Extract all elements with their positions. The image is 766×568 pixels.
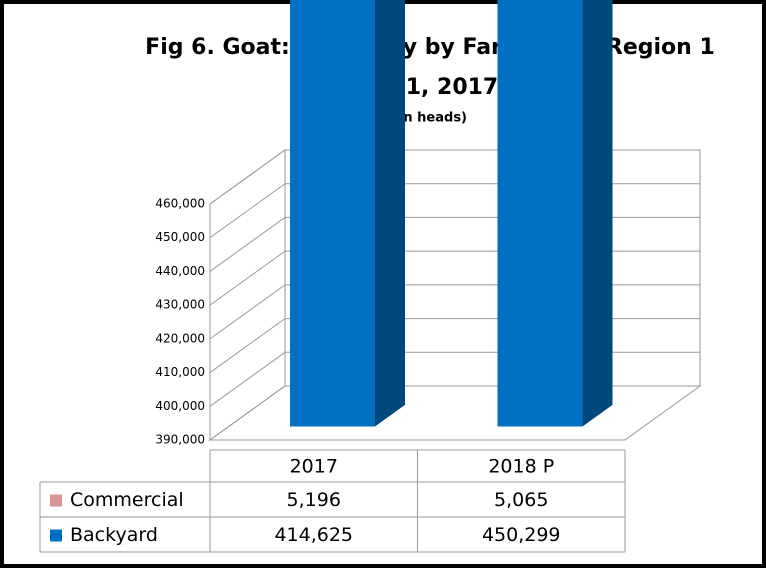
y-tick-label: 390,000 bbox=[155, 433, 205, 447]
legend-label: Backyard bbox=[70, 524, 158, 546]
table-value: 5,196 bbox=[287, 489, 341, 511]
y-tick-label: 460,000 bbox=[155, 197, 205, 211]
unit-note: (in heads) bbox=[393, 111, 467, 126]
table-value: 5,065 bbox=[494, 489, 548, 511]
table-value: 450,299 bbox=[482, 524, 561, 546]
bar-side bbox=[375, 0, 405, 427]
y-tick-label: 440,000 bbox=[155, 264, 205, 278]
y-tick-label: 450,000 bbox=[155, 230, 205, 244]
y-tick-label: 420,000 bbox=[155, 331, 205, 345]
chart-title: Fig 6. Goat: Inventory by Farm Type, Reg… bbox=[145, 35, 715, 60]
table-value: 414,625 bbox=[274, 524, 353, 546]
legend-swatch bbox=[50, 529, 62, 542]
floor bbox=[208, 385, 702, 441]
category-header: 2017 bbox=[290, 456, 338, 478]
category-header: 2018 P bbox=[488, 456, 554, 478]
bar-front bbox=[290, 0, 375, 427]
y-tick-label: 430,000 bbox=[155, 298, 205, 312]
bar-front bbox=[497, 0, 583, 427]
legend-label: Commercial bbox=[70, 489, 184, 511]
y-tick-label: 410,000 bbox=[155, 365, 205, 379]
bar-side bbox=[582, 0, 613, 427]
y-tick-label: 400,000 bbox=[155, 399, 205, 413]
legend-swatch bbox=[50, 494, 62, 507]
